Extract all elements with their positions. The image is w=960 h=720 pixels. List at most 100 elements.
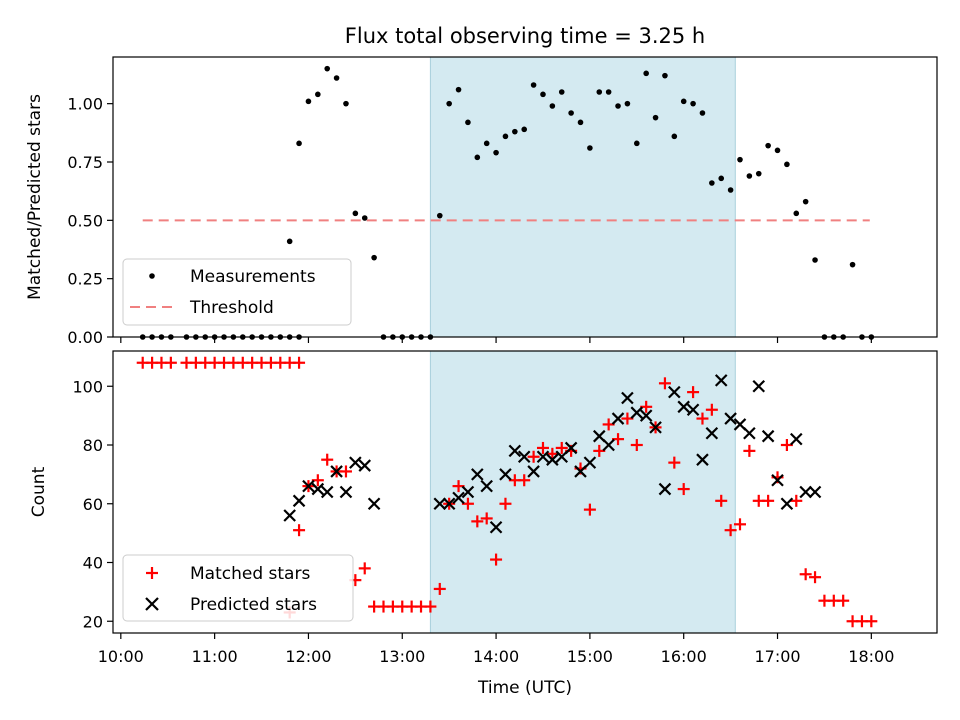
predicted-star-point bbox=[283, 509, 296, 522]
measurement-point bbox=[690, 100, 696, 107]
chart-title: Flux total observing time = 3.25 h bbox=[345, 24, 705, 48]
top-shaded-region bbox=[429, 56, 736, 338]
measurement-point bbox=[474, 154, 481, 161]
legend-measurements-marker bbox=[149, 273, 155, 279]
matched-star-point bbox=[452, 480, 465, 493]
matched-star-point bbox=[602, 418, 615, 431]
predicted-star-point bbox=[442, 497, 456, 511]
matched-star-point bbox=[668, 456, 681, 469]
predicted-star-point bbox=[292, 494, 306, 508]
measurement-point bbox=[849, 261, 856, 268]
matched-star-point bbox=[546, 447, 559, 460]
predicted-star-point bbox=[705, 426, 719, 440]
top-panel: 0.00 0.25 0.50 0.75 1.00 Matched/Predicted s… bbox=[25, 56, 938, 347]
measurement-point bbox=[633, 140, 640, 147]
measurement-point bbox=[643, 70, 649, 77]
measurement-point bbox=[746, 173, 753, 179]
predicted-star-point bbox=[668, 385, 681, 399]
predicted-star-point bbox=[367, 497, 381, 511]
matched-star-point bbox=[612, 433, 625, 446]
matched-star-point bbox=[499, 497, 512, 510]
matched-star-point bbox=[658, 377, 671, 390]
bottom-ytick-label: 80 bbox=[83, 436, 103, 455]
measurement-point bbox=[286, 238, 293, 245]
matched-star-point bbox=[640, 400, 653, 413]
matched-star-point bbox=[630, 439, 643, 451]
predicted-star-point bbox=[330, 465, 343, 478]
xtick-label: 15:00 bbox=[567, 647, 613, 666]
measurement-point bbox=[812, 257, 818, 263]
predicted-star-point bbox=[461, 485, 475, 499]
measurement-point bbox=[549, 103, 556, 109]
measurement-point bbox=[352, 210, 359, 217]
xtick-label: 12:00 bbox=[285, 647, 331, 666]
matched-star-point bbox=[677, 483, 690, 496]
x-axis-label: Time (UTC) bbox=[477, 678, 572, 698]
predicted-star-point bbox=[649, 421, 662, 434]
predicted-star-point bbox=[743, 426, 756, 440]
matched-star-point bbox=[780, 439, 793, 451]
top-ylabel: Matched/Predicted stars bbox=[25, 94, 45, 300]
matched-star-point bbox=[687, 386, 700, 399]
predicted-star-point bbox=[686, 403, 700, 417]
measurement-point bbox=[333, 75, 340, 81]
predicted-star-point bbox=[611, 412, 625, 425]
matched-star-point bbox=[733, 518, 746, 531]
predicted-star-point bbox=[489, 520, 503, 534]
top-ytick-label: 1.00 bbox=[67, 95, 103, 114]
predicted-star-point bbox=[714, 374, 728, 387]
measurement-point bbox=[680, 98, 687, 105]
predicted-star-point bbox=[546, 453, 559, 466]
measurement-point bbox=[446, 100, 452, 107]
bottom-ytick-label: 60 bbox=[83, 495, 103, 514]
predicted-star-point bbox=[349, 456, 362, 469]
measurement-point bbox=[296, 140, 302, 147]
matched-star-point bbox=[705, 403, 718, 416]
measurement-point bbox=[605, 89, 612, 95]
predicted-star-point bbox=[311, 482, 325, 496]
bottom-axes-frame bbox=[112, 350, 938, 634]
matched-star-point bbox=[790, 494, 803, 507]
matched-star-point bbox=[293, 524, 306, 537]
matched-star-point bbox=[424, 600, 437, 613]
predicted-star-point bbox=[771, 473, 784, 487]
measurement-point bbox=[343, 100, 349, 107]
measurement-point bbox=[483, 140, 490, 147]
top-legend: Measurements Threshold bbox=[122, 258, 352, 326]
measurement-point bbox=[465, 119, 471, 126]
top-ytick-label: 0.75 bbox=[67, 153, 103, 172]
measurement-point bbox=[540, 91, 546, 98]
measurement-point bbox=[521, 126, 528, 133]
measurement-point bbox=[737, 156, 743, 163]
measurement-point bbox=[784, 161, 790, 168]
bottom-ytick-label: 20 bbox=[83, 612, 103, 631]
measurement-point bbox=[727, 187, 734, 193]
predicted-star-point bbox=[677, 400, 690, 414]
legend-predicted-marker bbox=[145, 597, 159, 611]
bottom-ytick-label: 40 bbox=[83, 554, 103, 573]
measurement-point bbox=[512, 128, 518, 135]
matched-star-point bbox=[321, 453, 334, 466]
matched-star-point bbox=[865, 615, 878, 628]
measurement-point bbox=[671, 133, 678, 140]
matched-star-point bbox=[358, 562, 371, 575]
predicted-star-point bbox=[752, 379, 766, 393]
matched-star-point bbox=[799, 568, 812, 581]
matched-star-point bbox=[583, 503, 596, 516]
predicted-star-point bbox=[564, 441, 578, 455]
measurement-point bbox=[455, 86, 462, 93]
legend-measurements-label: Measurements bbox=[190, 267, 316, 287]
matched-star-point bbox=[593, 444, 606, 457]
top-ytick-label: 0.50 bbox=[67, 211, 103, 230]
measurement-point bbox=[615, 103, 621, 109]
predicted-star-point bbox=[658, 482, 672, 496]
matched-star-point bbox=[724, 524, 737, 537]
bottom-ylabel: Count bbox=[29, 466, 49, 517]
xtick-label: 11:00 bbox=[192, 647, 238, 666]
matched-star-point bbox=[762, 494, 775, 507]
measurement-point bbox=[587, 145, 593, 151]
measurement-point bbox=[568, 110, 574, 116]
bottom-shaded-region bbox=[429, 350, 736, 634]
predicted-star-point bbox=[761, 429, 775, 443]
predicted-star-point bbox=[780, 497, 794, 511]
